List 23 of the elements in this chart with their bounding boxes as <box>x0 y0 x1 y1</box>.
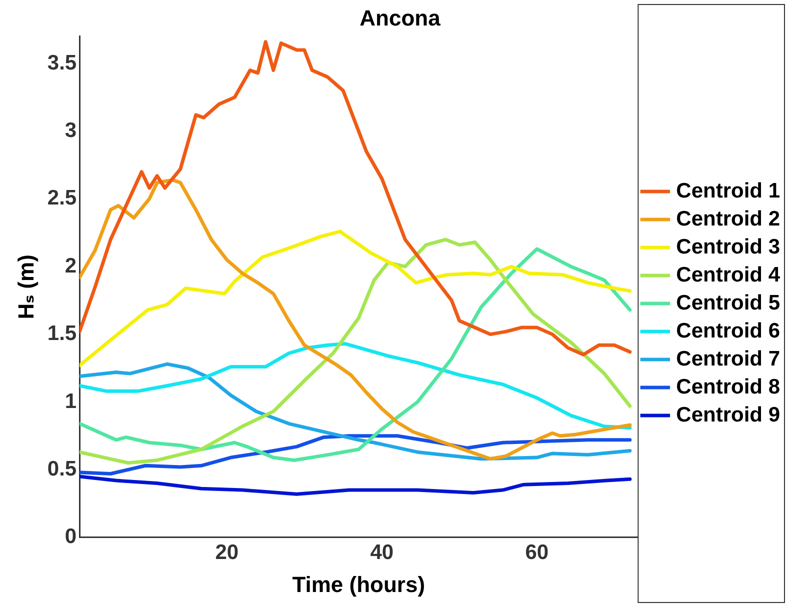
y-tick-label: 2 <box>64 254 77 278</box>
x-tick-label: 20 <box>215 540 239 564</box>
legend-label: Centroid 5 <box>676 291 780 314</box>
y-tick-label: 2.5 <box>47 186 77 210</box>
y-tick-label: 3.5 <box>47 51 77 74</box>
legend-label: Centroid 6 <box>676 319 780 342</box>
legend-label: Centroid 3 <box>676 235 780 258</box>
x-tick-label: 60 <box>525 540 549 564</box>
legend-label: Centroid 4 <box>676 263 780 286</box>
legend-label: Centroid 9 <box>676 403 780 426</box>
y-tick-label: 3 <box>64 118 77 142</box>
y-tick-label: 0.5 <box>47 457 77 480</box>
y-tick-label: 1 <box>64 390 77 413</box>
legend-label: Centroid 7 <box>676 347 780 370</box>
y-tick-label: 0 <box>64 525 77 548</box>
legend-label: Centroid 8 <box>676 375 780 398</box>
y-axis-title: Hₛ (m) <box>13 254 38 320</box>
x-axis-title: Time (hours) <box>292 572 426 597</box>
chart-title: Ancona <box>360 5 442 30</box>
legend-label: Centroid 2 <box>676 207 780 230</box>
x-tick-label: 40 <box>370 540 394 564</box>
y-tick-label: 1.5 <box>47 322 77 346</box>
legend-label: Centroid 1 <box>676 179 780 202</box>
